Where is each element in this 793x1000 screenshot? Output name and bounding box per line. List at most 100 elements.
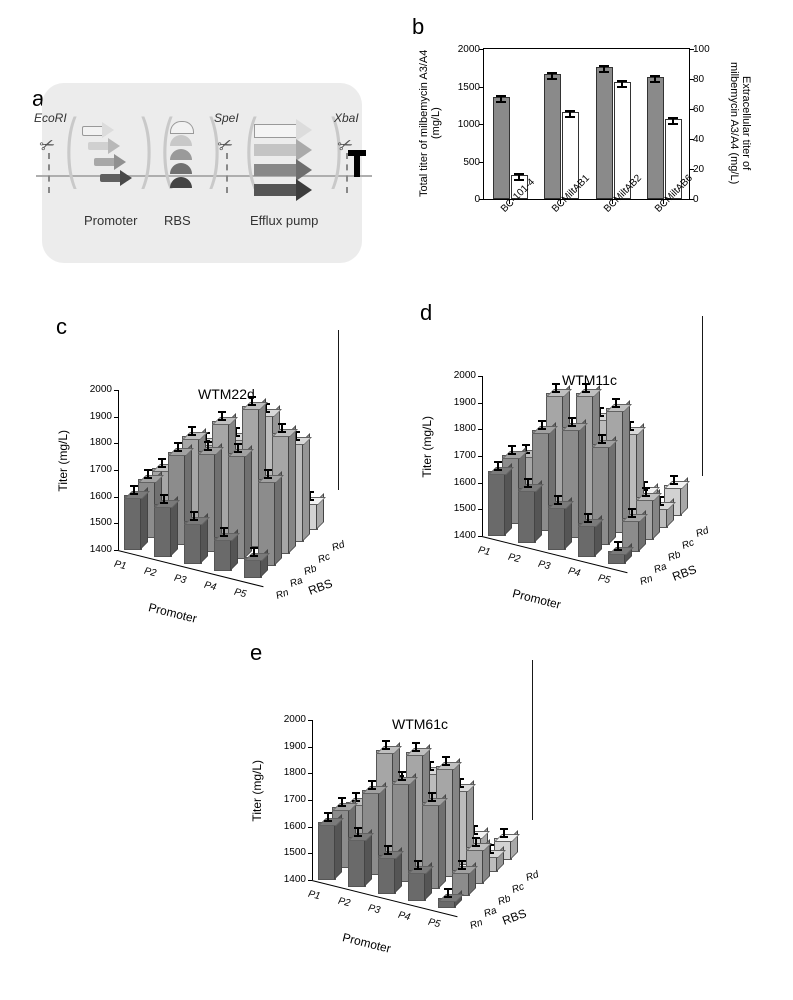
- z-tick: 1600: [272, 821, 306, 832]
- z-axis-label: Titer (mg/L): [250, 760, 264, 822]
- b-bar-total: [596, 67, 613, 200]
- b-bar-total: [544, 74, 561, 199]
- z-axis-label: Titer (mg/L): [420, 416, 434, 478]
- efflux-arrow-1: [254, 121, 314, 139]
- bar-3d: [578, 525, 594, 557]
- y-axis-label: RBS: [670, 562, 698, 584]
- rbs-label: Rc: [316, 551, 331, 566]
- rbs-label: Ra: [289, 575, 305, 590]
- promoter-arrow-1: [82, 123, 114, 137]
- rbs-label: Rd: [331, 539, 347, 554]
- b-ytick-right: 80: [693, 74, 704, 85]
- z-tick: 2000: [272, 714, 306, 725]
- panel-d-3dbar: 1400 1500 1600 1700 1800 1900 2000 Titer (mg/L)…: [412, 306, 752, 586]
- rbs-label: Ra: [653, 561, 669, 576]
- promoter-label: P3: [367, 903, 382, 917]
- figure-page: a b c d e ( ) ( ) ( ) ✂ EcoRI ✂ SpeI ✂ X…: [0, 0, 793, 1000]
- line-backbone: [36, 175, 372, 177]
- z-axis-label: Titer (mg/L): [56, 430, 70, 492]
- rbs-dome-3: [170, 149, 192, 160]
- rbs-label: Rb: [667, 549, 683, 564]
- bar-3d: [408, 872, 424, 901]
- bar-3d: [124, 497, 140, 550]
- z-tick: 1800: [78, 437, 112, 448]
- b-ylabel-left: Total titer of milbemycin A3/A4 (mg/L): [418, 48, 442, 198]
- rbs-dome-2: [170, 135, 192, 146]
- z-tick: 1900: [442, 397, 476, 408]
- site-2: SpeI: [214, 111, 239, 125]
- b-ytick-left: 2000: [458, 44, 480, 55]
- z-tick: 1400: [78, 544, 112, 555]
- cut-dash-3: [346, 153, 348, 193]
- bar-3d: [378, 857, 394, 894]
- b-ytick-right: 100: [693, 44, 710, 55]
- z-tick: 1500: [78, 517, 112, 528]
- rbs-label: Rn: [469, 917, 485, 932]
- bar-3d: [154, 506, 170, 557]
- b-ytick-left: 1500: [458, 82, 480, 93]
- z-tick: 1700: [442, 450, 476, 461]
- rbs-label: Rb: [497, 893, 513, 908]
- promoter-label: P1: [113, 559, 128, 573]
- group-efflux: Efflux pump: [250, 213, 318, 228]
- promoter-label: P4: [567, 566, 582, 580]
- series-title: WTM22d: [198, 386, 255, 402]
- z-tick: 1500: [272, 847, 306, 858]
- paren-l-2: (: [161, 101, 173, 192]
- rbs-label: Rn: [275, 587, 291, 602]
- promoter-arrow-4: [100, 171, 132, 185]
- bar-3d: [548, 507, 564, 550]
- rbs-label: Rc: [510, 881, 525, 896]
- rbs-label: Rb: [303, 563, 319, 578]
- bar-3d: [488, 473, 504, 536]
- efflux-arrow-3: [254, 161, 314, 179]
- z-tick: 1900: [78, 411, 112, 422]
- bar-3d: [318, 824, 334, 880]
- b-ytick-right: 40: [693, 134, 704, 145]
- promoter-label: P4: [397, 910, 412, 924]
- series-title: WTM61c: [392, 716, 448, 732]
- panel-c-3dbar: 1400 1500 1600 1700 1800 1900 2000 Titer (mg/L)…: [48, 320, 388, 600]
- panel-b-barchart: 0500100015002000020406080100BC-101-4BCMi…: [418, 38, 768, 258]
- z-axis: [118, 390, 119, 550]
- cut-dash-1: [48, 153, 50, 193]
- z-tick: 1600: [78, 491, 112, 502]
- x-axis-label: Promoter: [341, 930, 392, 956]
- promoter-label: P1: [307, 889, 322, 903]
- z-tick: 1400: [272, 874, 306, 885]
- z-axis: [482, 376, 483, 536]
- promoter-label: P5: [427, 917, 442, 931]
- z-axis: [312, 720, 313, 880]
- promoter-label: P2: [337, 896, 352, 910]
- z-tick: 1700: [272, 794, 306, 805]
- site-3: XbaI: [334, 111, 359, 125]
- rbs-dome-5: [170, 177, 192, 188]
- y-axis-label: RBS: [306, 576, 334, 598]
- promoter-label: P1: [477, 545, 492, 559]
- bar-3d: [214, 539, 230, 571]
- group-promoter: Promoter: [84, 213, 137, 228]
- z-tick: 1400: [442, 530, 476, 541]
- rbs-label: Rd: [695, 525, 711, 540]
- b-ytick-right: 60: [693, 104, 704, 115]
- z-tick: 1600: [442, 477, 476, 488]
- z-tick: 2000: [78, 384, 112, 395]
- b-plot-area: 0500100015002000020406080100BC-101-4BCMi…: [483, 48, 690, 200]
- rbs-label: Rd: [525, 869, 541, 884]
- panel-label-b: b: [412, 14, 424, 40]
- panel-e-3dbar: 1400150016001700180019002000Titer (mg/L)…: [242, 650, 582, 930]
- b-ytick-right: 20: [693, 164, 704, 175]
- b-bar-total: [647, 77, 664, 199]
- site-1: EcoRI: [34, 111, 67, 125]
- z-tick: 1700: [78, 464, 112, 475]
- z-tick: 1500: [442, 503, 476, 514]
- b-bar-total: [493, 97, 510, 200]
- promoter-label: P3: [537, 559, 552, 573]
- panel-a-schematic: ( ) ( ) ( ) ✂ EcoRI ✂ SpeI ✂ XbaI Pro: [42, 83, 362, 263]
- x-axis-label: Promoter: [147, 600, 198, 626]
- z-tick: 1800: [442, 423, 476, 434]
- promoter-label: P2: [507, 552, 522, 566]
- group-rbs: RBS: [164, 213, 191, 228]
- bar-3d: [244, 559, 260, 578]
- z-tick: 2000: [442, 370, 476, 381]
